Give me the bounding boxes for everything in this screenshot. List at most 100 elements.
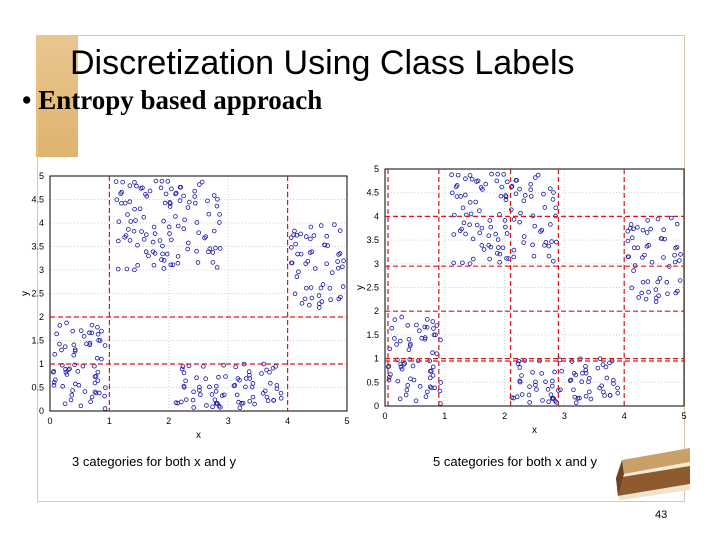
data-point xyxy=(427,384,433,390)
data-point xyxy=(197,182,202,187)
data-point xyxy=(214,265,220,270)
decorative-tan-block xyxy=(36,35,78,157)
data-point xyxy=(177,184,183,190)
data-point xyxy=(54,331,59,337)
data-point xyxy=(134,183,139,189)
data-point xyxy=(639,290,645,296)
data-point xyxy=(477,230,483,236)
data-point xyxy=(543,240,549,245)
data-point xyxy=(320,282,326,287)
data-point xyxy=(431,326,436,331)
data-point xyxy=(143,249,149,255)
data-point xyxy=(278,395,284,401)
data-point xyxy=(318,285,324,291)
data-point xyxy=(546,399,551,405)
axes-box xyxy=(384,168,685,407)
data-point xyxy=(161,266,167,271)
data-point xyxy=(233,364,239,370)
data-point xyxy=(158,185,164,191)
data-point xyxy=(198,392,203,397)
data-point xyxy=(541,191,546,197)
data-point xyxy=(513,178,519,183)
data-point xyxy=(95,369,101,375)
x-axis-label: x xyxy=(532,425,537,436)
data-point xyxy=(577,395,582,401)
data-point xyxy=(95,378,101,383)
data-point xyxy=(427,375,433,381)
data-point xyxy=(302,296,308,302)
data-point xyxy=(600,362,606,367)
data-point xyxy=(175,260,181,266)
data-point xyxy=(237,405,243,411)
x-tick-label: 5 xyxy=(344,416,349,426)
data-point xyxy=(493,231,499,237)
data-point xyxy=(497,251,503,257)
data-point xyxy=(341,258,346,263)
data-point xyxy=(99,328,104,334)
data-point xyxy=(487,256,492,262)
x-tick-label: 3 xyxy=(562,411,567,421)
data-point xyxy=(517,186,522,192)
data-point xyxy=(183,397,189,402)
data-point xyxy=(60,362,65,368)
data-point xyxy=(175,223,181,229)
data-point xyxy=(51,380,57,385)
data-point xyxy=(274,383,280,388)
data-point xyxy=(308,224,314,230)
data-point xyxy=(128,219,134,224)
data-point xyxy=(298,231,303,237)
data-point xyxy=(308,236,313,242)
data-point xyxy=(168,262,174,268)
data-point xyxy=(132,267,137,273)
data-point xyxy=(645,218,650,223)
data-point xyxy=(63,367,68,372)
data-point xyxy=(573,400,579,406)
data-point xyxy=(452,212,457,218)
data-point xyxy=(173,190,179,196)
data-point xyxy=(292,291,298,297)
data-point xyxy=(168,201,173,206)
data-point xyxy=(399,314,404,320)
data-point xyxy=(192,194,198,199)
data-point xyxy=(542,205,548,210)
data-point xyxy=(88,399,93,404)
data-point xyxy=(72,347,78,352)
data-point xyxy=(52,352,58,357)
data-point xyxy=(397,396,403,402)
data-point xyxy=(410,363,416,369)
data-point xyxy=(250,381,256,386)
y-tick-label: 2 xyxy=(39,312,44,322)
data-point xyxy=(288,235,294,240)
data-point xyxy=(53,377,58,383)
data-point xyxy=(234,392,240,398)
data-point xyxy=(504,179,510,185)
data-point xyxy=(413,398,419,404)
data-point xyxy=(611,377,616,383)
data-point xyxy=(218,405,223,410)
data-point xyxy=(424,324,430,330)
data-point xyxy=(429,385,434,391)
data-point xyxy=(120,179,125,185)
data-point xyxy=(425,389,430,395)
data-point xyxy=(457,228,463,234)
data-point xyxy=(673,245,678,251)
data-point xyxy=(151,224,157,230)
data-point xyxy=(298,251,304,257)
data-point xyxy=(340,264,345,270)
data-point xyxy=(303,234,309,239)
data-point xyxy=(215,197,220,202)
data-point xyxy=(538,229,543,234)
data-point xyxy=(213,389,219,394)
data-point xyxy=(474,222,480,228)
data-point xyxy=(470,236,476,242)
data-point xyxy=(467,222,472,228)
data-point xyxy=(674,221,680,227)
data-point xyxy=(615,385,620,391)
y-tick-label: 0.5 xyxy=(366,377,379,387)
data-point xyxy=(96,338,101,343)
data-point xyxy=(329,270,335,275)
data-point xyxy=(115,266,121,272)
data-point xyxy=(102,393,107,399)
data-point xyxy=(92,380,98,386)
data-point xyxy=(628,225,633,231)
